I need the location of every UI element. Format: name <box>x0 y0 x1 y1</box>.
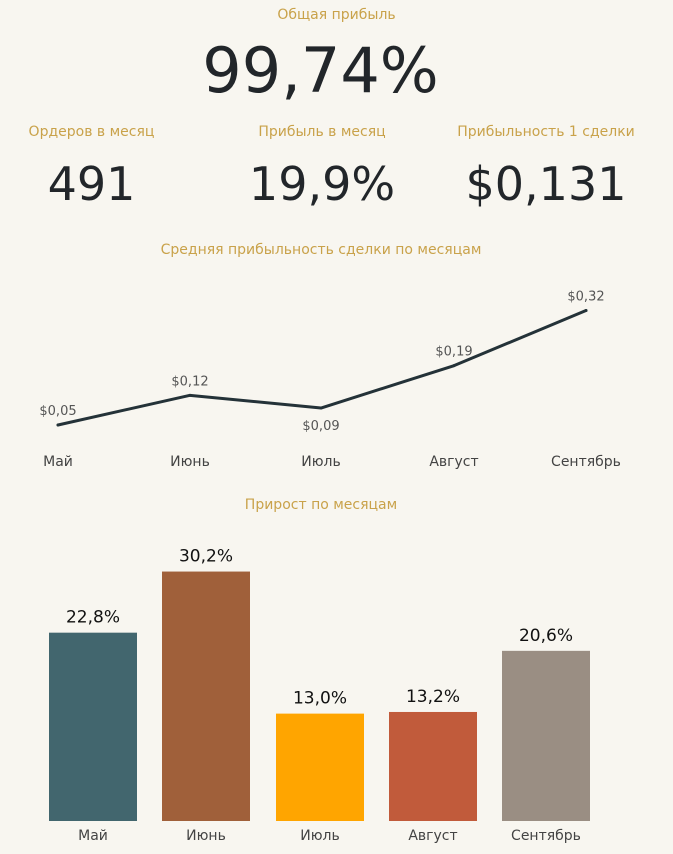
monthly-profit-label: Прибыль в месяц <box>258 124 386 140</box>
line-chart: $0,05 Май $0,12 Июнь $0,09 Июль $0,19 Август $0,… <box>39 290 621 470</box>
line-value-label: $0,19 <box>435 345 472 360</box>
per-trade-profit-value: $0,131 <box>465 157 627 211</box>
bar <box>276 713 364 821</box>
bar <box>502 650 590 821</box>
line-x-tick-label: Май <box>43 454 73 470</box>
per-trade-profit-label: Прибыльность 1 сделки <box>457 124 635 140</box>
bar-x-tick-label: Май <box>78 828 108 844</box>
orders-per-month-value: 491 <box>47 157 136 211</box>
line-chart-title: Средняя прибыльность сделки по месяцам <box>160 242 482 258</box>
line-value-label: $0,12 <box>171 374 208 389</box>
total-profit-label: Общая прибыль <box>277 7 396 23</box>
bar-chart-title: Прирост по месяцам <box>244 497 398 513</box>
line-point <box>56 423 60 427</box>
bar-x-tick-label: Сентябрь <box>511 828 581 844</box>
monthly-profit-value: 19,9% <box>248 157 396 211</box>
bar <box>49 632 137 821</box>
line-value-label: $0,09 <box>302 419 339 434</box>
bar-value-label: 13,0% <box>293 689 347 709</box>
line-x-tick-label: Сентябрь <box>551 454 621 470</box>
line-point <box>319 406 323 410</box>
line-value-label: $0,32 <box>567 290 604 305</box>
line-point <box>584 309 588 313</box>
bar-x-tick-label: Август <box>408 828 457 844</box>
orders-per-month-label: Ордеров в месяц <box>28 124 155 140</box>
bar-value-label: 22,8% <box>66 608 120 628</box>
bar-x-tick-label: Июль <box>300 828 339 844</box>
bar <box>162 571 250 821</box>
line-point <box>188 393 192 397</box>
total-profit-value: 99,74% <box>202 34 439 107</box>
line-point <box>452 364 456 368</box>
line-x-tick-label: Июль <box>301 454 340 470</box>
line-x-tick-label: Июнь <box>170 454 210 470</box>
bar-chart: 22,8% Май 30,2% Июнь 13,0% Июль 13,2% Август 20,… <box>49 547 590 844</box>
line-x-tick-label: Август <box>429 454 478 470</box>
bar-value-label: 20,6% <box>519 626 573 646</box>
bar-value-label: 13,2% <box>406 687 460 707</box>
bar-value-label: 30,2% <box>179 547 233 567</box>
line-value-label: $0,05 <box>39 404 76 419</box>
bar-x-tick-label: Июнь <box>186 828 226 844</box>
bar <box>389 711 477 821</box>
